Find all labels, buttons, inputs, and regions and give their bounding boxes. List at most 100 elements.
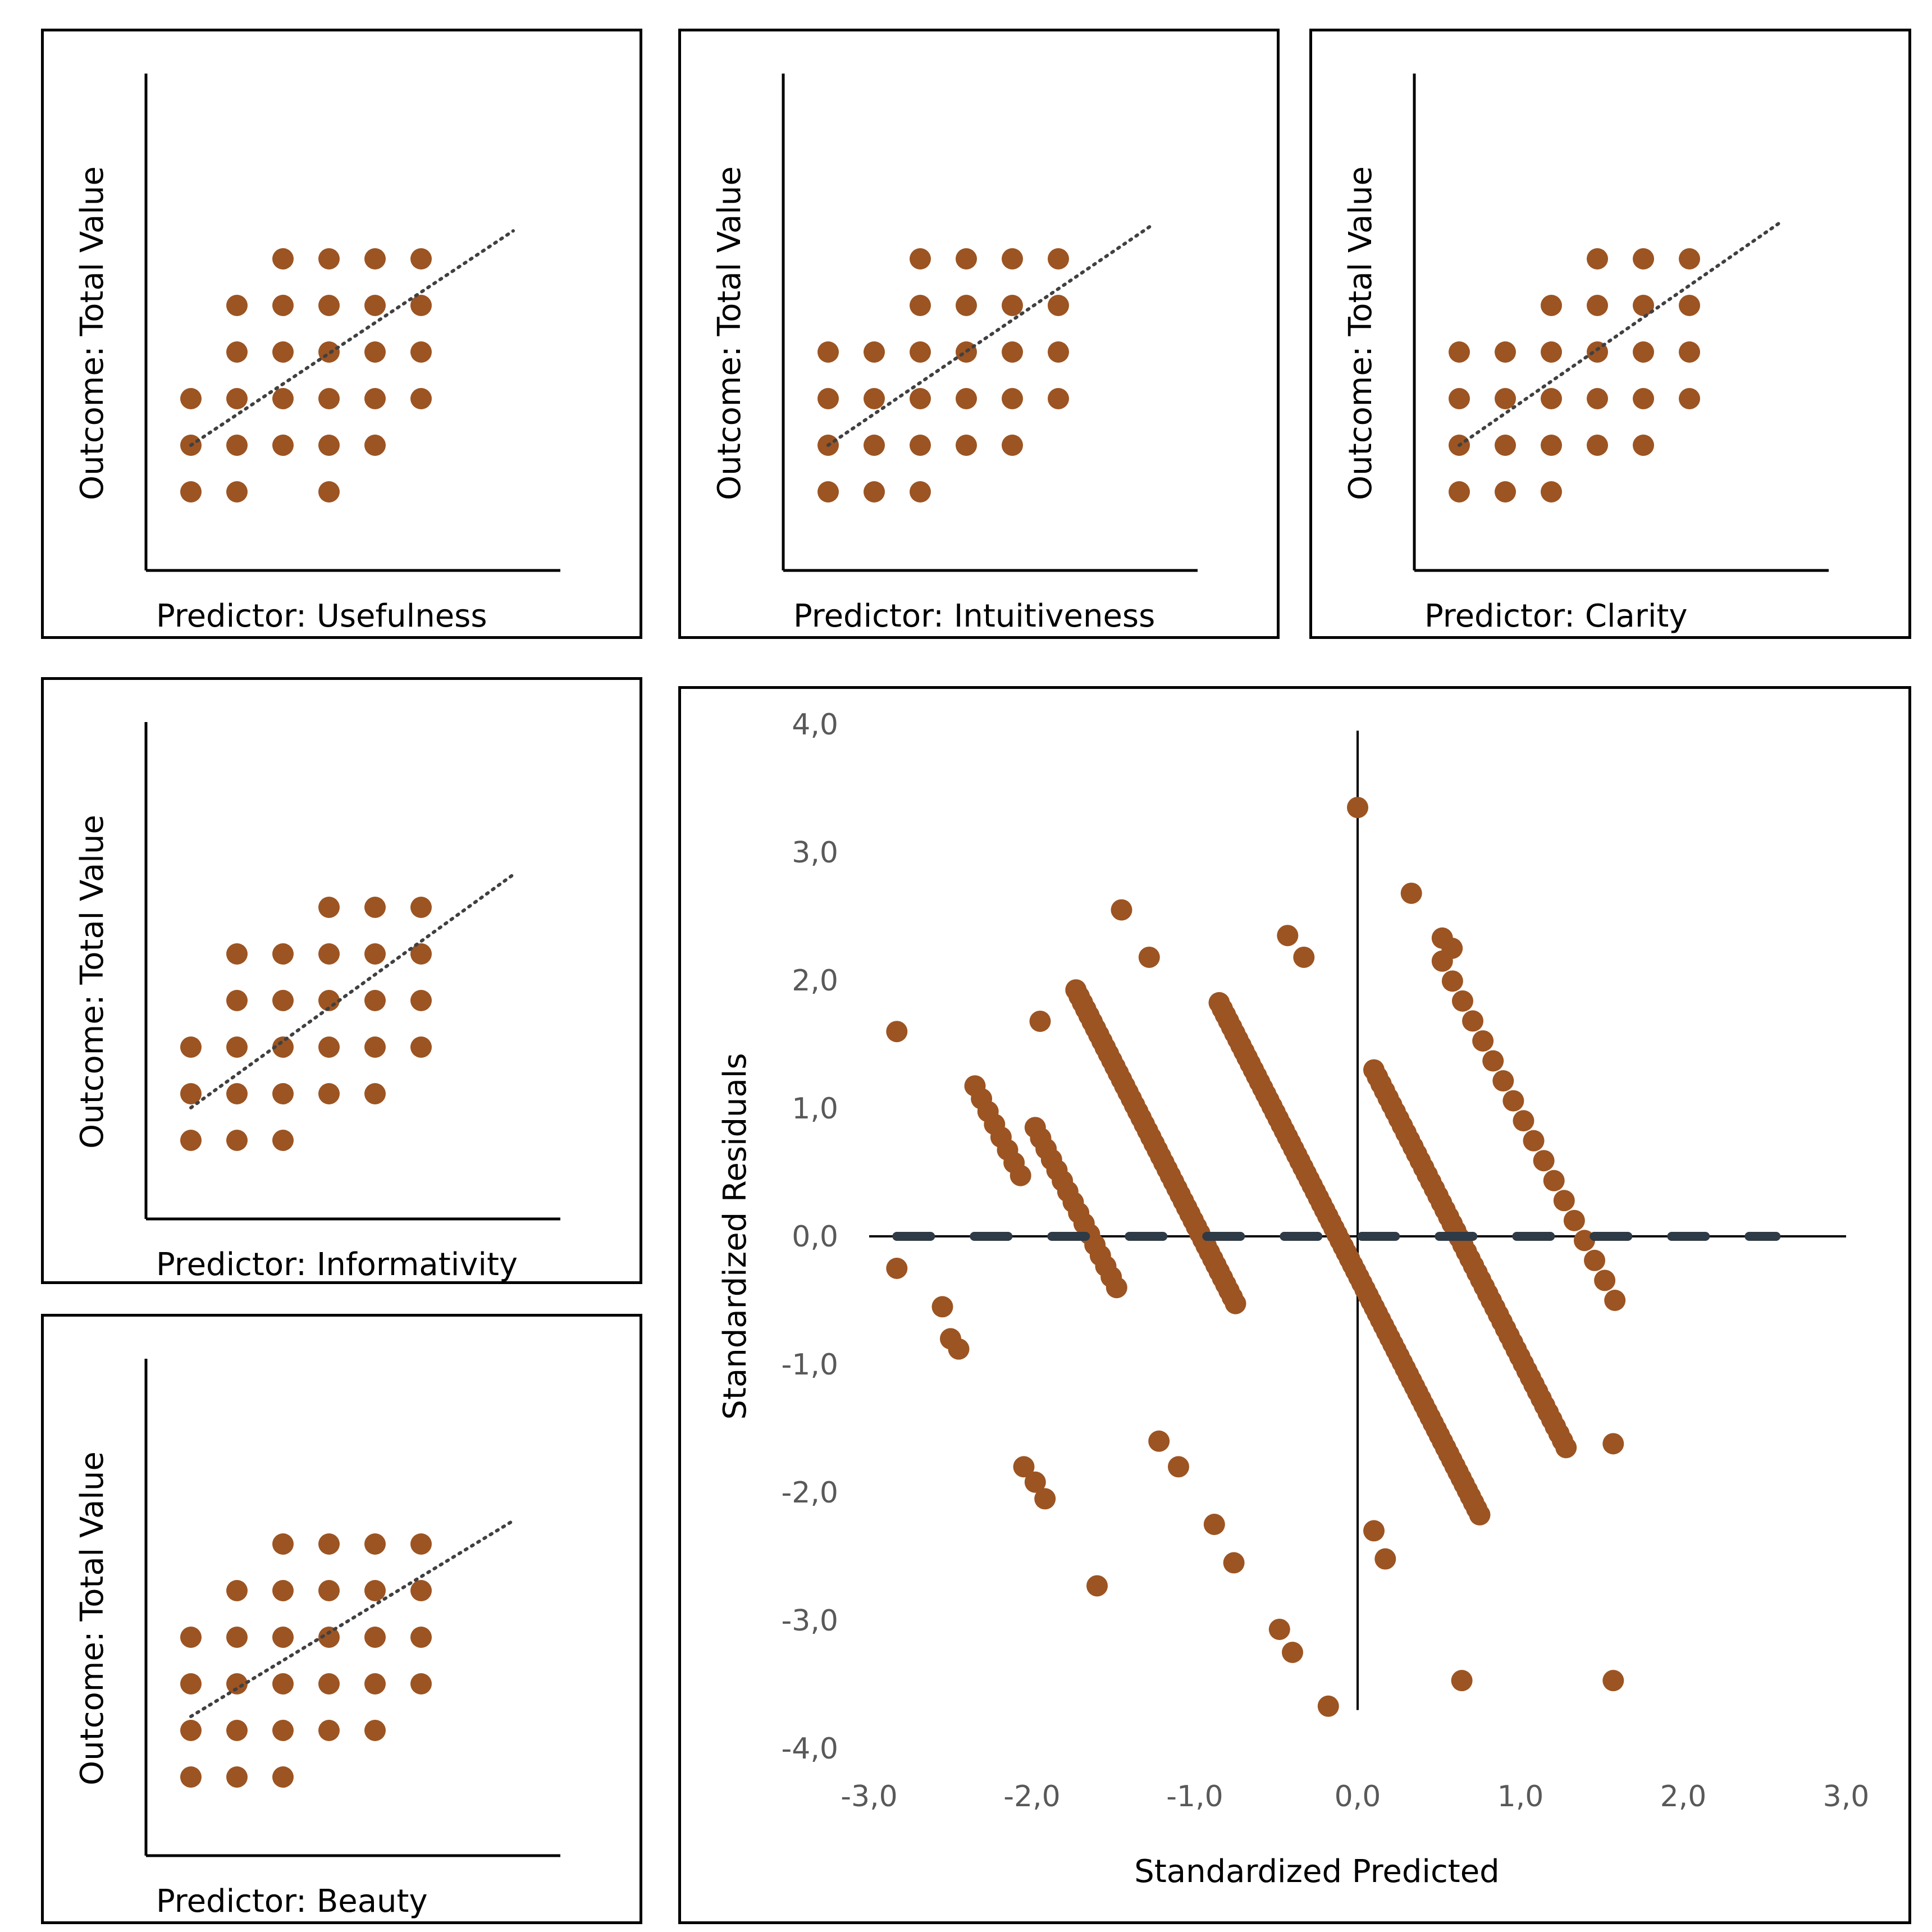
data-point xyxy=(272,990,294,1011)
data-point xyxy=(1533,1150,1555,1172)
data-point xyxy=(1111,899,1132,921)
data-point xyxy=(1024,1471,1046,1493)
data-point xyxy=(1106,1277,1127,1299)
x-axis-label: Predictor: Intuitiveness xyxy=(793,598,1155,634)
data-point xyxy=(226,481,248,503)
data-point xyxy=(318,1627,340,1648)
data-point xyxy=(226,990,248,1011)
data-point xyxy=(272,1580,294,1601)
data-point xyxy=(318,1580,340,1601)
data-point xyxy=(956,388,977,409)
data-point xyxy=(1002,295,1023,316)
data-point xyxy=(1225,1292,1246,1314)
data-point xyxy=(226,1083,248,1104)
data-point xyxy=(1363,1520,1385,1542)
data-point xyxy=(817,341,839,363)
data-point xyxy=(1048,248,1069,270)
scatter-panel-informativity: Predictor: Informativity Outcome: Total V… xyxy=(41,677,642,1284)
data-point xyxy=(364,897,386,918)
data-point xyxy=(272,341,294,363)
data-point xyxy=(410,1580,432,1601)
data-point xyxy=(226,1130,248,1151)
data-point xyxy=(226,1580,248,1601)
data-point xyxy=(364,388,386,409)
data-point xyxy=(864,341,885,363)
data-point xyxy=(910,341,931,363)
data-point xyxy=(1633,341,1654,363)
data-point xyxy=(318,1533,340,1555)
data-point xyxy=(1048,341,1069,363)
y-tick-label: -2,0 xyxy=(782,1476,838,1510)
data-point xyxy=(910,481,931,503)
usefulness-scatter-chart: Predictor: Usefulness Outcome: Total Valu… xyxy=(74,74,560,634)
data-point xyxy=(226,1627,248,1648)
data-point xyxy=(272,1766,294,1788)
data-point xyxy=(272,295,294,316)
data-point xyxy=(1492,1070,1514,1092)
data-point xyxy=(272,1036,294,1058)
trendline xyxy=(826,224,1152,447)
data-point xyxy=(180,1766,202,1788)
data-point xyxy=(1587,248,1608,270)
y-axis-label: Outcome: Total Value xyxy=(1342,166,1379,500)
data-point xyxy=(886,1021,908,1043)
x-axis-label: Predictor: Informativity xyxy=(156,1246,518,1281)
data-point xyxy=(318,295,340,316)
data-point xyxy=(1502,1090,1524,1112)
data-point xyxy=(817,388,839,409)
data-point xyxy=(272,1720,294,1741)
scatter-panel-intuitiveness: Predictor: Intuitiveness Outcome: Total V… xyxy=(678,29,1280,639)
data-point xyxy=(410,248,432,270)
data-point xyxy=(1449,388,1470,409)
data-point xyxy=(1594,1269,1616,1291)
y-axis-title: Standardized Residuals xyxy=(717,1053,753,1419)
data-point xyxy=(1633,295,1654,316)
data-point xyxy=(910,435,931,456)
data-point xyxy=(1002,435,1023,456)
data-point xyxy=(1317,1695,1339,1717)
data-point xyxy=(1374,1548,1396,1570)
data-point xyxy=(1013,1456,1035,1478)
data-point xyxy=(1010,1164,1031,1186)
data-point xyxy=(272,1130,294,1151)
data-point xyxy=(1451,990,1473,1012)
data-point xyxy=(1002,248,1023,270)
data-point xyxy=(956,248,977,270)
x-tick-label: -3,0 xyxy=(841,1780,897,1814)
data-point xyxy=(318,1720,340,1741)
data-point xyxy=(1633,248,1654,270)
data-point xyxy=(1029,1010,1051,1032)
data-point xyxy=(364,943,386,965)
data-point xyxy=(364,1036,386,1058)
x-tick-label: 0,0 xyxy=(1335,1780,1381,1814)
data-point xyxy=(180,1083,202,1104)
data-point xyxy=(1633,435,1654,456)
data-point xyxy=(364,1083,386,1104)
data-point xyxy=(226,943,248,965)
data-point xyxy=(1679,248,1700,270)
data-point xyxy=(1587,388,1608,409)
y-axis-label: Outcome: Total Value xyxy=(74,815,111,1149)
data-point xyxy=(318,248,340,270)
data-point xyxy=(956,435,977,456)
data-point xyxy=(410,990,432,1011)
data-point xyxy=(1400,882,1422,904)
data-point xyxy=(226,388,248,409)
trendline xyxy=(1458,220,1783,447)
data-point xyxy=(272,943,294,965)
data-point xyxy=(1587,435,1608,456)
data-point xyxy=(1602,1433,1624,1455)
y-tick-label: -3,0 xyxy=(782,1604,838,1638)
data-point xyxy=(226,435,248,456)
data-point xyxy=(1563,1209,1585,1231)
y-tick-label: -1,0 xyxy=(782,1348,838,1382)
data-point xyxy=(1002,341,1023,363)
y-axis-label: Outcome: Total Value xyxy=(74,166,111,500)
data-point xyxy=(1462,1010,1484,1032)
data-point xyxy=(1679,295,1700,316)
data-point xyxy=(1495,388,1516,409)
data-point xyxy=(1168,1456,1189,1478)
data-point xyxy=(1441,970,1463,992)
data-point xyxy=(180,1130,202,1151)
x-tick-label: -2,0 xyxy=(1003,1780,1060,1814)
